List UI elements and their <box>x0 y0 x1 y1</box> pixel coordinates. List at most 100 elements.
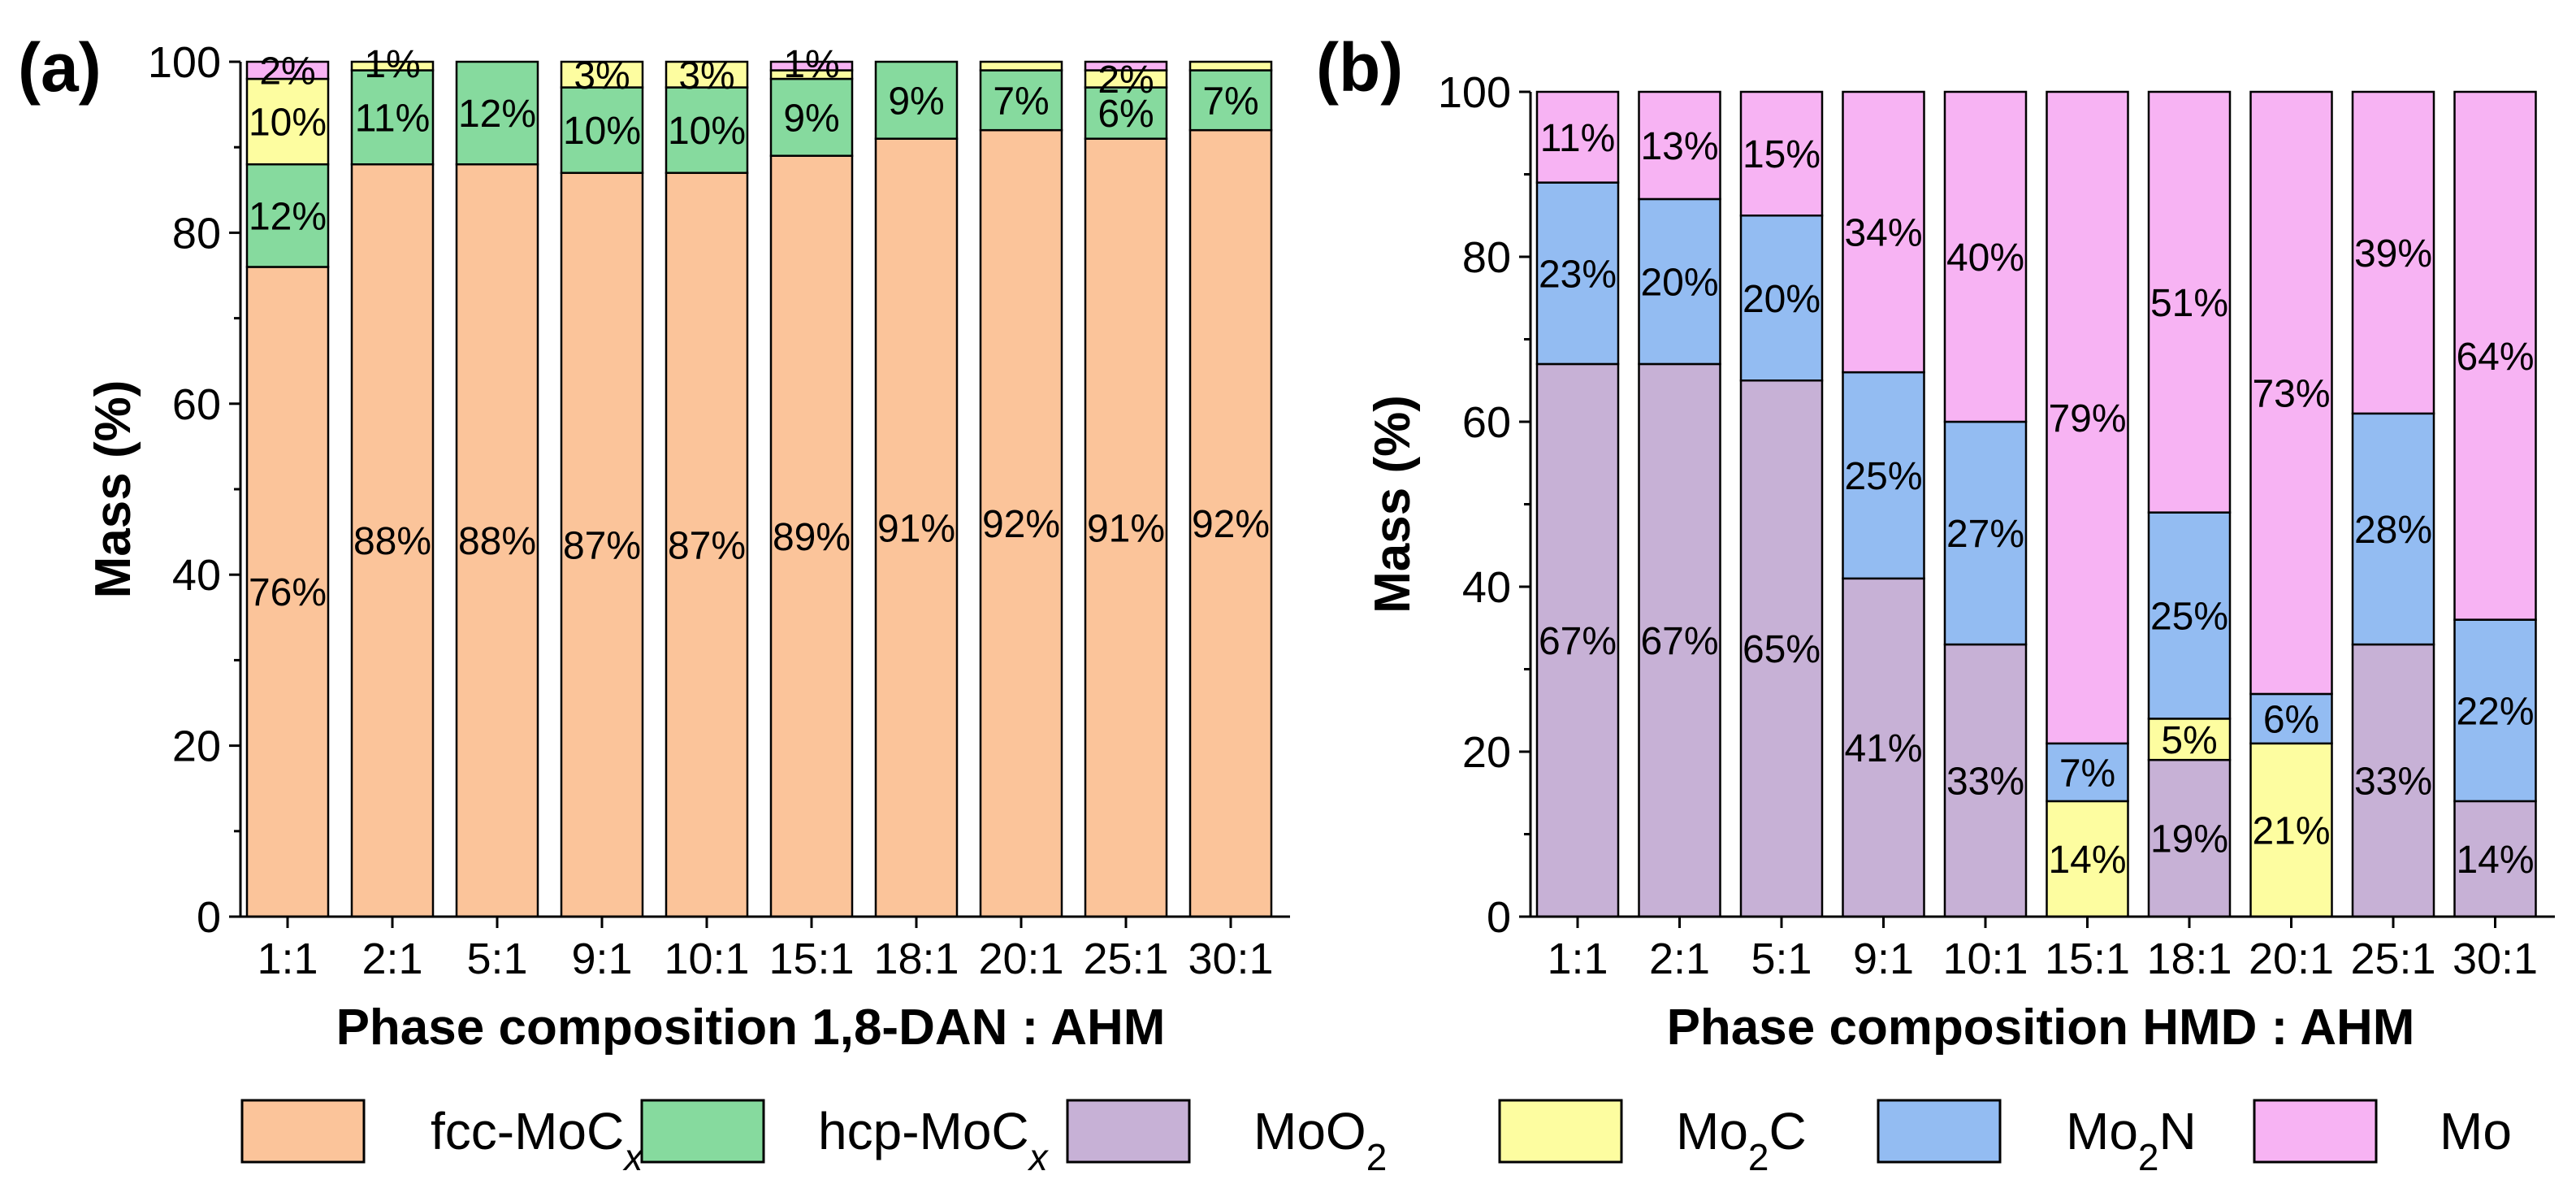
data-label: 65% <box>1743 628 1821 671</box>
bar-segment-hcp-mocx <box>1084 86 1168 140</box>
bar-segment-mo2c <box>350 60 435 72</box>
bar-segment-mo <box>2351 90 2435 415</box>
data-label: 33% <box>2354 761 2432 804</box>
bar-segment-fcc-mocx <box>245 266 330 918</box>
bar-segment-moo2 <box>2147 758 2232 918</box>
bar-segment-mo2n <box>1638 197 1721 366</box>
x-tick-label: 9:1 <box>571 935 632 983</box>
x-tick-label: 10:1 <box>664 935 749 983</box>
bar-segment-fcc-mocx <box>979 128 1063 918</box>
bar-segment-moo2 <box>1943 643 2028 918</box>
x-tick-label: 9:1 <box>1853 935 1914 983</box>
bar-segment-mo2n <box>2147 511 2232 720</box>
bar-segment-mo <box>2147 90 2232 514</box>
bar-segment-moo2 <box>1739 379 1824 918</box>
data-label: 10% <box>563 110 641 153</box>
bar-segment-mo2c <box>1188 60 1273 72</box>
x-tick-label: 25:1 <box>1083 935 1168 983</box>
x-axis-title: Phase composition 1,8-DAN : AHM <box>336 1000 1166 1056</box>
bar-segment-mo <box>1943 90 2028 423</box>
data-label: 2% <box>1098 59 1154 102</box>
bar-segment-fcc-mocx <box>665 171 749 918</box>
data-label: 11% <box>355 97 431 140</box>
data-label: 25% <box>2150 596 2228 639</box>
bar-segment-mo <box>2249 90 2333 696</box>
data-label: 27% <box>1946 513 2024 556</box>
bar-segment-hcp-mocx <box>1188 69 1273 132</box>
data-label: 12% <box>458 93 536 136</box>
y-tick-label: 40 <box>1462 563 1511 612</box>
data-label: 15% <box>1743 133 1821 176</box>
bar-segment-fcc-mocx <box>455 163 539 918</box>
bar-segment-mo2n <box>1739 215 1824 382</box>
x-tick-label: 2:1 <box>362 935 422 983</box>
data-label: 21% <box>2252 809 2330 852</box>
panel-a-chart: (a) 76% 12% 10% 2% 1:1 88% 11% 1% 2:1 88% 12% 5:1 87%… <box>18 29 1290 1056</box>
panel-letter: (a) <box>18 29 102 106</box>
data-label: 28% <box>2354 509 2432 552</box>
x-tick-label: 30:1 <box>2453 935 2538 983</box>
bar-segment-moo2 <box>2351 643 2435 918</box>
bar-segment-mo2n <box>1535 181 1620 366</box>
y-tick-label: 60 <box>1462 398 1511 447</box>
x-tick-label: 30:1 <box>1188 935 1273 983</box>
x-tick-label: 18:1 <box>2146 935 2232 983</box>
y-tick-label: 20 <box>1462 728 1511 777</box>
bar-segment-hcp-mocx <box>979 69 1063 132</box>
data-label: 51% <box>2150 282 2228 325</box>
y-tick-label: 0 <box>197 893 221 942</box>
bar-segment-mo2c <box>560 60 644 89</box>
data-label: 41% <box>1844 727 1922 770</box>
bar-segment-hcp-mocx <box>245 163 330 268</box>
legend-swatch-mo2c <box>1498 1099 1623 1164</box>
data-label: 67% <box>1640 620 1718 663</box>
data-label: 6% <box>1098 93 1154 136</box>
legend-label: Mo <box>2440 1102 2512 1160</box>
bar-segment-mo <box>1535 90 1620 184</box>
bar-segment-hcp-mocx <box>769 77 854 157</box>
data-label: 64% <box>2456 336 2534 379</box>
data-label: 40% <box>1946 236 2024 280</box>
data-label: 91% <box>877 507 955 550</box>
data-label: 1% <box>364 43 420 86</box>
bar-segment-mo2c <box>2147 718 2232 761</box>
data-label: 9% <box>888 80 944 123</box>
y-tick-label: 0 <box>1487 893 1511 942</box>
data-label: 20% <box>1743 278 1821 321</box>
bar-segment-mo2n <box>2046 742 2129 803</box>
data-label: 1% <box>783 43 839 86</box>
data-label: 33% <box>1946 761 2024 804</box>
bar-segment-mo <box>1739 90 1824 217</box>
bar-segment-mo2c <box>665 60 749 89</box>
legend-swatch-mo <box>2253 1099 2378 1164</box>
legend-swatch-mo2n <box>1877 1099 2002 1164</box>
data-label: 92% <box>982 503 1060 546</box>
data-label: 12% <box>249 195 327 238</box>
x-tick-label: 5:1 <box>466 935 527 983</box>
data-label: 67% <box>1539 620 1617 663</box>
y-tick-label: 100 <box>1438 68 1511 117</box>
data-label: 20% <box>1640 261 1718 304</box>
legend-label: Mo2C <box>1676 1102 1807 1178</box>
data-label: 87% <box>563 524 641 567</box>
panel-b-chart: (b) 67% 23% 11% 1:1 67% 20% 13% 2:1 65% 20% 15% 5:1 4… <box>1316 29 2555 1056</box>
x-tick-label: 18:1 <box>873 935 959 983</box>
x-tick-label: 2:1 <box>1649 935 1710 983</box>
bar-segment-hcp-mocx <box>560 86 644 175</box>
panel-letter: (b) <box>1316 29 1403 106</box>
bar-segment-fcc-mocx <box>1084 137 1168 918</box>
legend-swatch-moo2 <box>1066 1099 1191 1164</box>
legend-label: MoO2 <box>1253 1102 1387 1178</box>
data-label: 3% <box>678 54 734 98</box>
data-label: 88% <box>458 520 536 563</box>
data-label: 6% <box>2263 698 2319 741</box>
data-label: 11% <box>1540 117 1616 160</box>
x-tick-label: 1:1 <box>1547 935 1608 983</box>
bar-segment-mo2n <box>2249 692 2333 745</box>
bar-segment-fcc-mocx <box>874 137 959 918</box>
bar-segment-fcc-mocx <box>350 163 435 918</box>
data-label: 19% <box>2150 818 2228 861</box>
data-label: 34% <box>1844 212 1922 255</box>
data-label: 22% <box>2456 690 2534 733</box>
y-tick-label: 60 <box>172 380 221 429</box>
